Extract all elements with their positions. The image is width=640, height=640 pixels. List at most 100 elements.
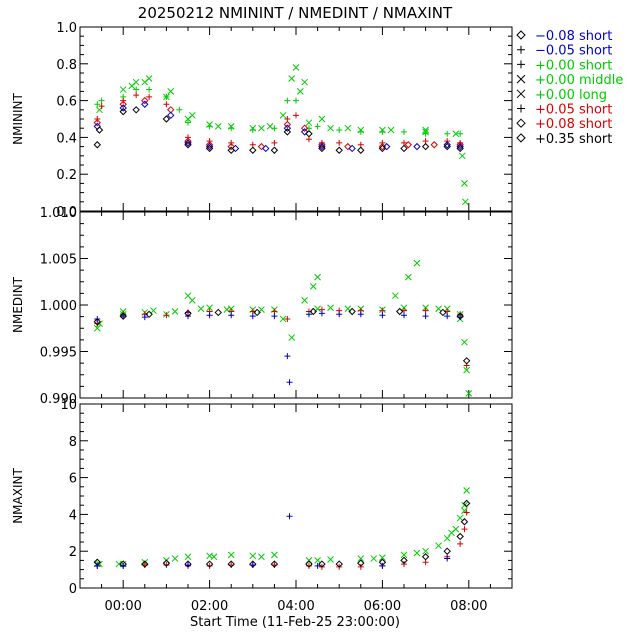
panel-nmaxint: 0 2 4 6 8 10 NMAXINT: [11, 398, 513, 597]
data-point: [145, 310, 153, 319]
legend-label: +0.35 short: [535, 132, 612, 147]
data-point: [314, 562, 321, 569]
data-point: [443, 142, 451, 151]
data-point: [421, 142, 430, 151]
data-point: [185, 562, 191, 568]
data-point: [318, 141, 326, 149]
data-point: [348, 307, 356, 316]
data-point: [283, 128, 292, 136]
data-point: [205, 141, 214, 149]
data-point: [357, 559, 365, 567]
data-point: [284, 353, 291, 360]
series-3: [96, 507, 468, 568]
data-point: [227, 551, 235, 559]
legend-marker: [516, 133, 526, 143]
data-point: [188, 111, 196, 119]
series-3: [96, 75, 460, 138]
data-point: [184, 309, 192, 318]
data-point: [258, 124, 265, 132]
data-point: [205, 142, 214, 151]
series-2: [94, 86, 464, 137]
data-point: [461, 198, 469, 206]
data-point: [460, 518, 469, 526]
data-point: [314, 123, 321, 130]
data-point: [98, 97, 105, 104]
legend-entry: +0.00 short: [517, 58, 612, 73]
data-point: [206, 552, 213, 560]
data-point: [443, 141, 451, 149]
y-tick-label: 0.990: [40, 392, 77, 407]
data-point: [176, 106, 183, 113]
data-point: [404, 141, 413, 149]
data-point: [120, 313, 127, 320]
data-point: [227, 123, 235, 130]
data-point: [93, 118, 101, 127]
data-point: [461, 338, 468, 346]
data-point: [379, 562, 386, 569]
data-point: [327, 556, 334, 563]
data-point: [162, 559, 171, 567]
data-point: [293, 97, 299, 104]
data-point: [383, 142, 391, 151]
series-0: [93, 100, 464, 153]
data-point: [430, 141, 438, 149]
data-point: [184, 139, 192, 147]
data-point: [456, 144, 464, 153]
data-point: [206, 562, 213, 569]
data-point: [146, 86, 153, 93]
data-point: [133, 86, 140, 93]
data-point: [93, 324, 101, 332]
data-point: [214, 123, 222, 130]
x-axis: 00:00 02:00 04:00 06:00 08:00: [104, 599, 487, 614]
y-tick-label: 0.8: [56, 58, 77, 73]
legend-entry: −0.05 short: [517, 44, 612, 59]
data-point: [162, 115, 171, 123]
series-7: [93, 106, 464, 154]
legend-entry: +0.08 short: [516, 117, 612, 132]
legend-label: +0.00 long: [535, 88, 607, 103]
data-point: [184, 141, 192, 149]
data-point: [435, 305, 442, 313]
legend-label: +0.08 short: [535, 117, 612, 132]
data-point: [301, 296, 308, 304]
data-point: [422, 307, 429, 314]
data-point: [141, 314, 148, 321]
panel-nminint: 0.0 0.2 0.4 0.6 0.8 1.0 NMININT: [11, 21, 513, 220]
data-point: [395, 307, 404, 316]
data-point: [413, 259, 421, 267]
data-point: [210, 553, 218, 561]
y-tick-label: 1.010: [40, 206, 77, 221]
y-tick-label: 0.6: [56, 95, 77, 110]
data-point: [305, 119, 313, 127]
data-point: [392, 292, 399, 300]
legend-label: +0.05 short: [535, 103, 612, 118]
data-point: [439, 308, 447, 317]
data-point: [253, 308, 261, 317]
data-point: [300, 124, 309, 132]
legend-marker: [517, 45, 525, 54]
data-point: [357, 126, 365, 134]
series-4: [93, 487, 470, 568]
legend-marker: [516, 89, 526, 99]
legend-label: −0.05 short: [535, 44, 612, 59]
data-point: [258, 553, 265, 561]
data-point: [167, 88, 175, 95]
data-point: [271, 139, 278, 146]
data-point: [463, 509, 470, 516]
data-point: [141, 96, 149, 105]
data-point: [318, 560, 326, 568]
chart-panels: 0.0 0.2 0.4 0.6 0.8 1.0 NMININT 0.990 0.995 1.000…: [11, 21, 513, 597]
y-tick-label: 8: [69, 435, 77, 450]
legend-marker: [516, 74, 526, 84]
y-tick-label: 1.000: [40, 299, 77, 314]
legend-entry: +0.05 short: [517, 103, 612, 118]
series-7: [93, 499, 471, 568]
legend-entry: −0.08 short: [516, 29, 612, 44]
x-tick-label: 04:00: [277, 599, 314, 614]
data-point: [119, 86, 127, 93]
y-tick-label: 2: [69, 545, 77, 560]
x-tick-label: 00:00: [104, 599, 141, 614]
data-point: [456, 532, 464, 541]
data-point: [378, 144, 387, 153]
data-point: [379, 554, 386, 561]
